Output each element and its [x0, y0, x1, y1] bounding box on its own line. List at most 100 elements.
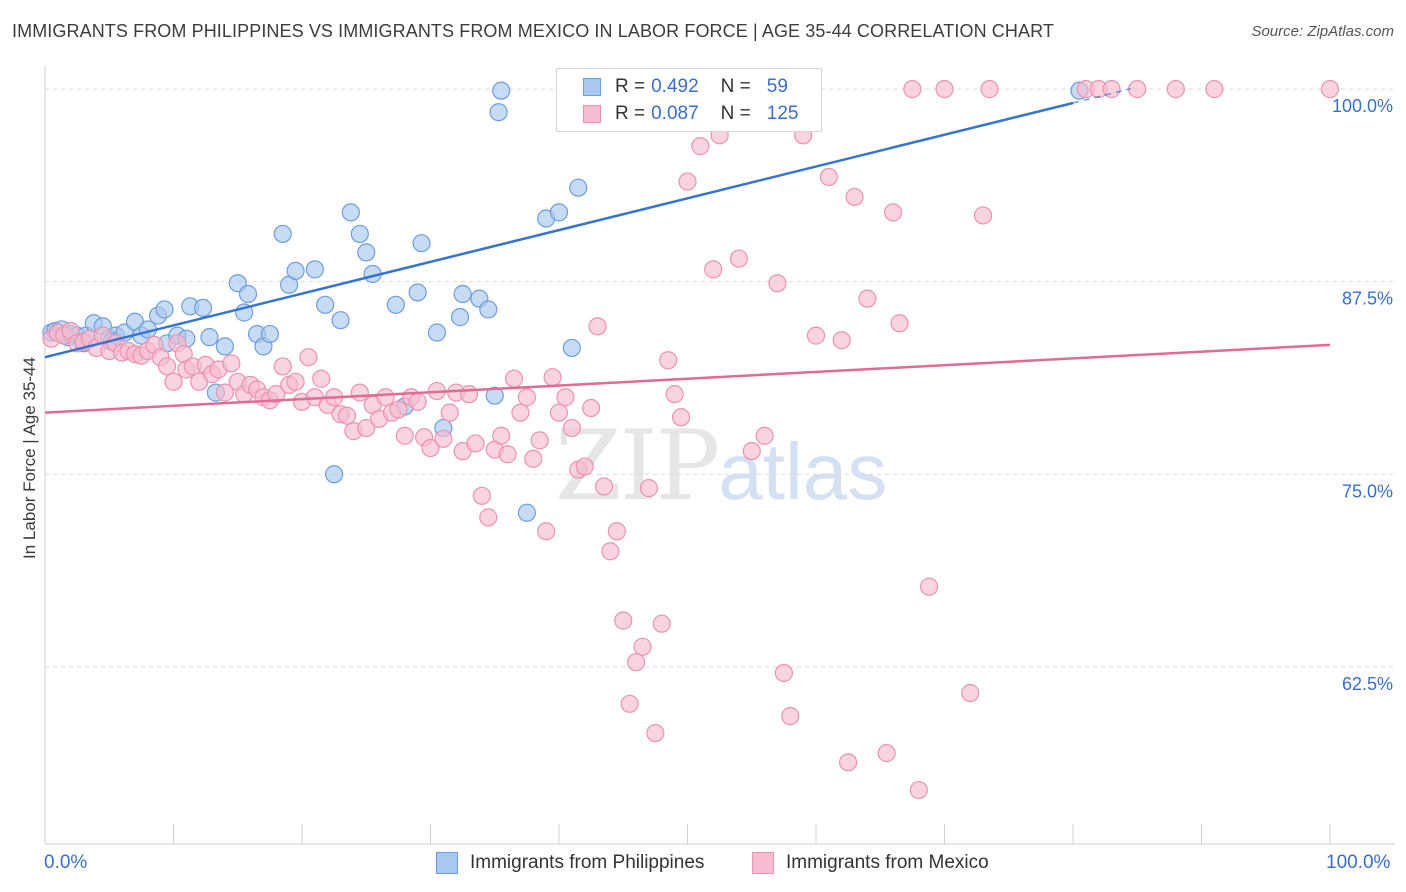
philippines-point — [325, 465, 344, 484]
philippines-point — [549, 203, 569, 222]
mexico-point — [601, 542, 620, 561]
mexico-point — [466, 434, 485, 453]
mexico-point — [671, 408, 691, 427]
mexico-point — [549, 403, 569, 422]
philippines-point — [485, 386, 504, 405]
mexico-point — [222, 354, 241, 373]
mexico-point — [492, 426, 511, 445]
mexico-point — [1102, 80, 1121, 99]
mexico-point — [395, 426, 414, 445]
r-value: 0.087 — [651, 103, 699, 124]
philippines-point — [569, 178, 588, 197]
mexico-point — [919, 577, 939, 596]
mexico-point — [511, 403, 530, 422]
bottom-legend-philippines: Immigrants from Philippines — [436, 852, 704, 874]
mexico-point — [704, 260, 723, 279]
philippines-point — [286, 261, 305, 280]
philippines-point — [331, 311, 350, 330]
mexico-point — [890, 314, 909, 333]
mexico-point — [389, 400, 408, 419]
mexico-point — [434, 429, 453, 448]
philippines-point — [238, 284, 258, 304]
mexico-point — [973, 206, 993, 225]
mexico-point — [633, 637, 652, 656]
philippines-point — [562, 338, 581, 358]
y-tick-label: 100.0% — [1332, 96, 1393, 116]
mexico-point — [1320, 80, 1340, 99]
mexico-point — [273, 357, 292, 376]
philippines-point — [305, 260, 324, 279]
mexico-point — [665, 385, 684, 404]
legend-label: Immigrants from Mexico — [786, 852, 989, 873]
mexico-point — [357, 418, 376, 438]
mexico-point — [768, 274, 787, 293]
philippines-point — [260, 324, 279, 344]
mexico-point — [543, 368, 562, 387]
r-label: R = — [615, 76, 646, 97]
mexico-point — [157, 357, 177, 376]
mexico-point — [575, 457, 594, 476]
mexico-point — [903, 80, 922, 99]
n-value: 59 — [766, 76, 788, 97]
chart-title: IMMIGRANTS FROM PHILIPPINES VS IMMIGRANT… — [12, 21, 1054, 41]
mexico-point — [337, 406, 357, 425]
mexico-point — [537, 522, 556, 541]
mexico-point — [961, 683, 980, 703]
mexico-point — [421, 438, 440, 458]
philippines-point — [193, 298, 213, 317]
mexico-point — [1205, 80, 1224, 99]
y-tick-label: 87.5% — [1342, 289, 1393, 309]
mexico-point — [935, 80, 954, 99]
mexico-point — [299, 348, 318, 367]
philippines-point — [215, 337, 234, 356]
mexico-legend-swatch-icon — [752, 852, 774, 874]
mexico-point — [562, 418, 581, 438]
philippines-point — [155, 300, 174, 319]
mexico-point — [408, 392, 427, 411]
mexico-point — [472, 486, 491, 505]
philippines-trendline — [44, 101, 1074, 359]
philippines-legend-swatch-icon — [436, 852, 458, 874]
mexico-point — [877, 744, 896, 763]
mexico-point — [504, 369, 524, 388]
philippines-point — [357, 243, 376, 262]
mexico-point — [440, 403, 459, 422]
mexico-swatch-icon — [583, 105, 601, 123]
mexico-point — [819, 167, 838, 187]
x-tick-label-max: 100.0% — [1326, 852, 1391, 873]
mexico-point — [774, 663, 793, 683]
stats-legend: R = 0.492 N = 59 R = 0.087 N = 125 — [556, 68, 822, 132]
y-tick-label: 62.5% — [1342, 674, 1393, 694]
mexico-point — [459, 385, 479, 404]
philippines-trendline-extension — [1072, 87, 1132, 104]
mexico-point — [839, 753, 858, 772]
philippines-point — [489, 103, 508, 122]
n-value: 125 — [766, 103, 799, 124]
mexico-point — [588, 317, 607, 336]
mexico-point — [1128, 80, 1147, 99]
philippines-point — [316, 295, 335, 314]
r-value: 0.492 — [651, 76, 699, 97]
mexico-point — [267, 385, 286, 404]
mexico-point — [980, 80, 999, 99]
mexico-point — [909, 780, 928, 800]
source-label: Source: ZipAtlas.com — [1251, 23, 1394, 40]
n-label: N = — [720, 103, 751, 124]
mexico-point — [832, 331, 851, 350]
mexico-point — [517, 388, 536, 407]
mexico-point — [556, 388, 575, 407]
mexico-point — [594, 477, 614, 496]
philippines-point — [408, 283, 427, 302]
mexico-point — [164, 372, 183, 391]
mexico-point — [845, 187, 864, 207]
x-tick-label-min: 0.0% — [44, 852, 88, 873]
mexico-point — [883, 203, 903, 222]
philippines-point — [273, 224, 292, 244]
mexico-point — [639, 479, 659, 498]
mexico-point — [498, 445, 517, 464]
mexico-point — [479, 508, 498, 527]
legend-row-mexico: R = 0.087 N = 125 — [583, 102, 798, 126]
philippines-point — [427, 323, 447, 342]
philippines-point — [350, 224, 369, 244]
